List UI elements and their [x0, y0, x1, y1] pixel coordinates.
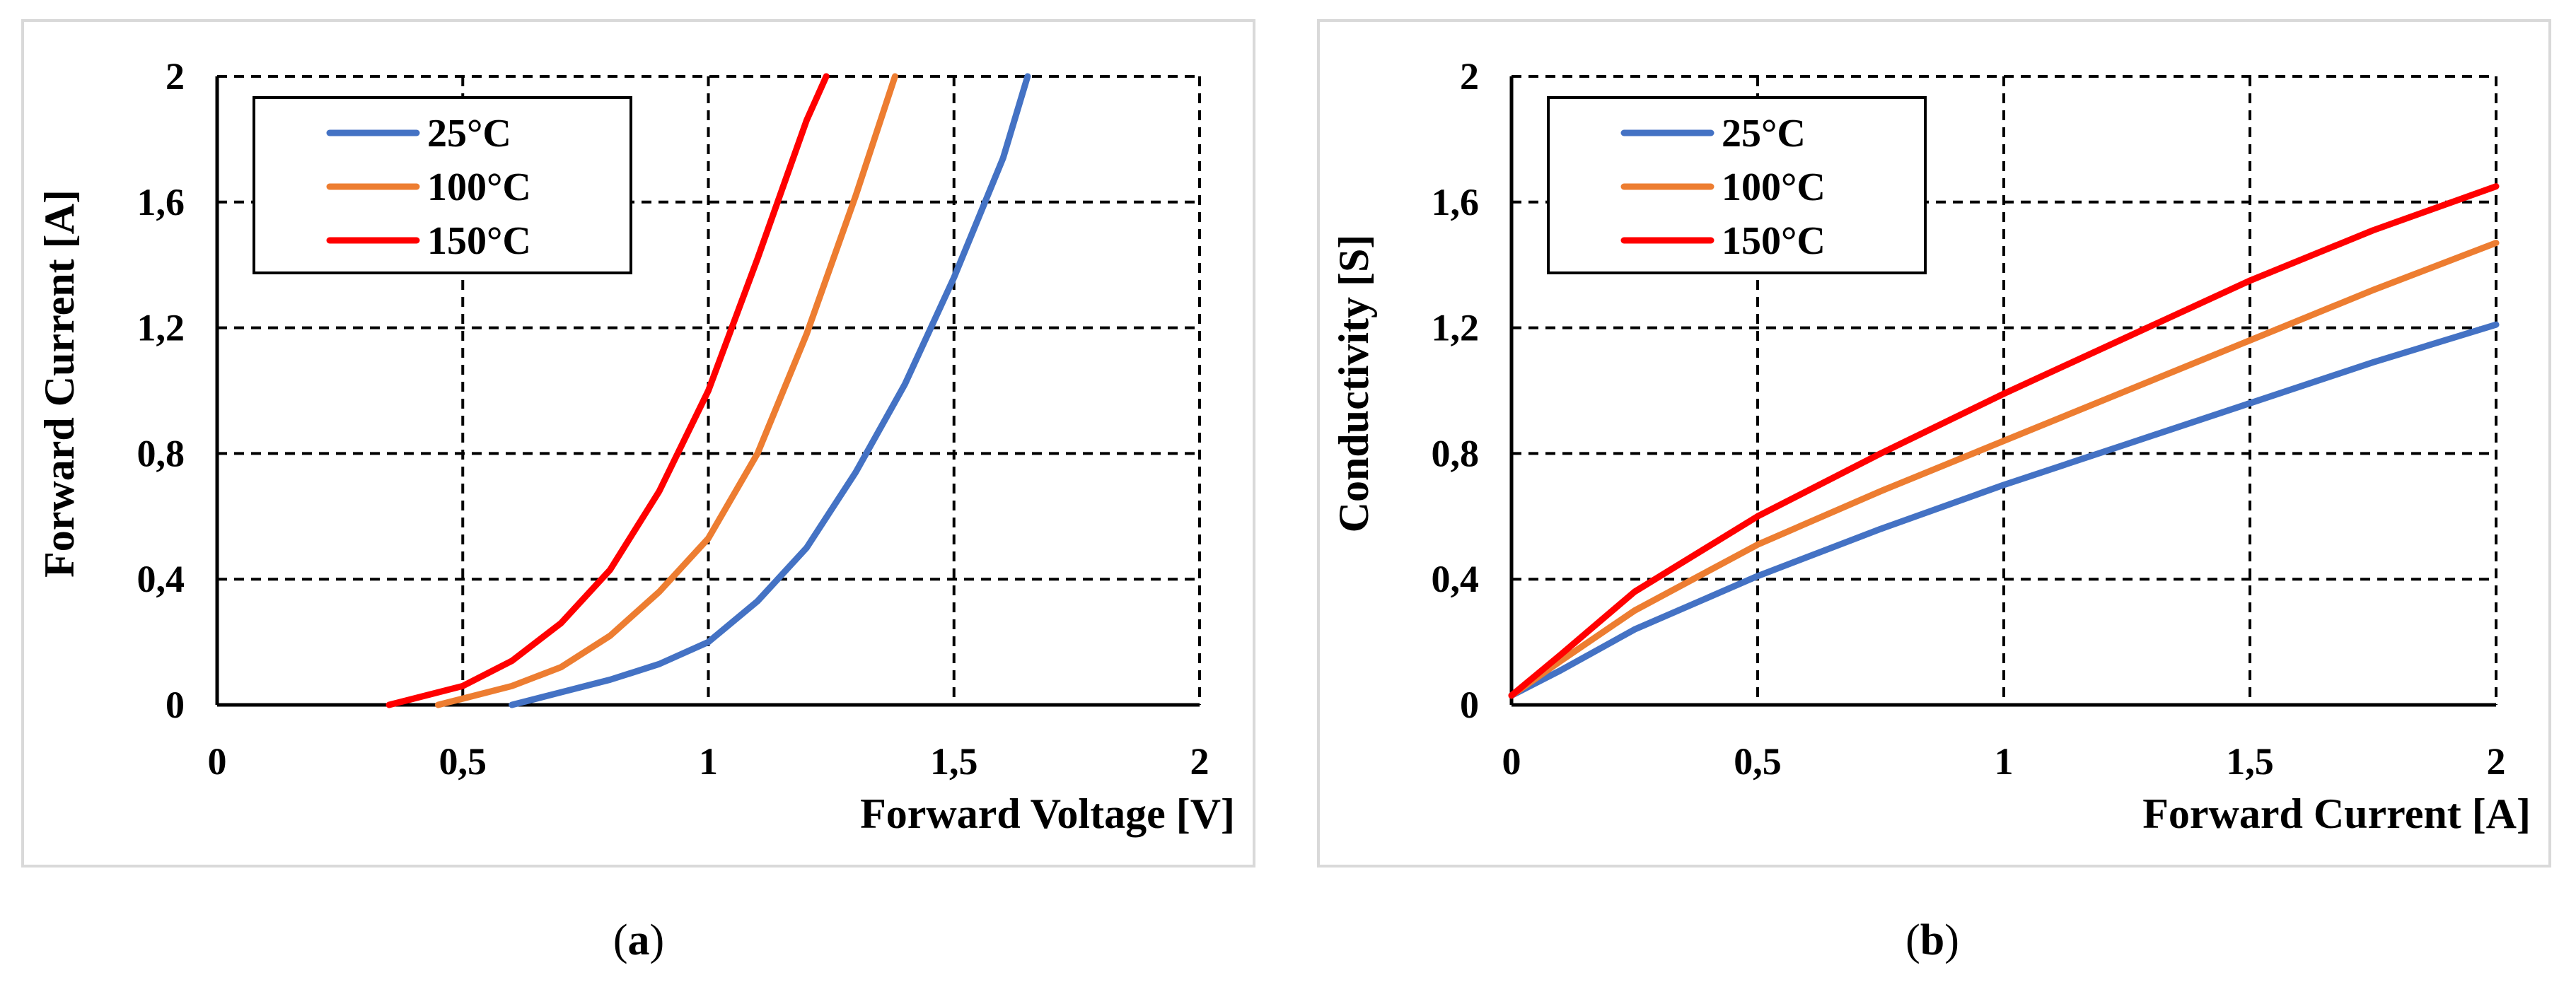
chart-a-xtick-label-0: 0	[208, 740, 227, 783]
chart-b-ytick-label-1: 0,4	[1432, 558, 1480, 600]
caption-b-letter: b	[1920, 916, 1945, 964]
caption-a-letter: a	[627, 916, 650, 964]
chart-b-series-line-2	[1508, 183, 2500, 699]
chart-panel-b: 0 0,4 0,8 1,2 1,6 2 0 0,5 1 1,5 2 Forward Current […	[1317, 19, 2551, 867]
chart-b-xtick-label-3: 1,5	[2226, 740, 2274, 783]
chart-b-svg: 0 0,4 0,8 1,2 1,6 2 0 0,5 1 1,5 2 Forward Current […	[1330, 55, 2531, 837]
chart-a-x-axis-label: Forward Voltage [V]	[860, 790, 1235, 837]
chart-a-ytick-label-5: 2	[166, 55, 185, 98]
chart-b-series-line-1	[1508, 240, 2500, 699]
caption-b: (b)	[1905, 916, 1959, 964]
chart-b-ytick-label-5: 2	[1460, 55, 1479, 98]
chart-a-legend-label-1: 100°C	[427, 165, 531, 209]
chart-a-legend-label-2: 150°C	[427, 219, 531, 263]
chart-a-series-line-2	[385, 73, 830, 708]
chart-panel-a: 0 0,4 0,8 1,2 1,6 2 0 0,5 1 1,5 2 Forward Voltage […	[21, 19, 1255, 867]
chart-b-ytick-label-0: 0	[1460, 684, 1479, 726]
chart-a-ytick-label-1: 0,4	[137, 558, 185, 600]
chart-b-ytick-label-4: 1,6	[1432, 181, 1480, 223]
chart-a-ytick-label-2: 0,8	[137, 432, 185, 474]
chart-b-x-axis-label: Forward Current [A]	[2142, 790, 2531, 837]
chart-b-xtick-label-4: 2	[2487, 740, 2506, 783]
chart-a-ytick-label-4: 1,6	[137, 181, 185, 223]
chart-a-series-line-1	[435, 73, 898, 708]
chart-b-series-line-0	[1508, 321, 2500, 699]
chart-a-xtick-label-3: 1,5	[930, 740, 978, 783]
chart-b-xtick-label-0: 0	[1502, 740, 1521, 783]
chart-b-xtick-label-1: 0,5	[1734, 740, 1782, 783]
chart-a-legend-box	[253, 96, 632, 274]
caption-a: (a)	[613, 916, 665, 964]
chart-b-legend-label-1: 100°C	[1722, 165, 1826, 209]
chart-a-y-axis-label: Forward Current [A]	[36, 189, 83, 578]
chart-a-legend-label-0: 25°C	[427, 112, 511, 156]
chart-b-ytick-label-3: 1,2	[1432, 307, 1480, 349]
chart-a-svg: 0 0,4 0,8 1,2 1,6 2 0 0,5 1 1,5 2 Forward Voltage […	[36, 55, 1235, 837]
chart-a-series-line-0	[509, 73, 1031, 708]
chart-a-ytick-label-0: 0	[166, 684, 185, 726]
chart-b-xtick-label-2: 1	[1995, 740, 2014, 783]
chart-a-ytick-label-3: 1,2	[137, 307, 185, 349]
chart-b-ytick-label-2: 0,8	[1432, 432, 1480, 474]
chart-a-xtick-label-1: 0,5	[439, 740, 487, 783]
chart-b-legend-label-2: 150°C	[1722, 219, 1826, 263]
chart-b-y-axis-label: Conductivity [S]	[1330, 235, 1377, 533]
chart-a-xtick-label-2: 1	[699, 740, 718, 783]
chart-b-legend-label-0: 25°C	[1722, 112, 1806, 156]
chart-a-xtick-label-4: 2	[1190, 740, 1209, 783]
chart-b-legend-box	[1547, 96, 1927, 274]
